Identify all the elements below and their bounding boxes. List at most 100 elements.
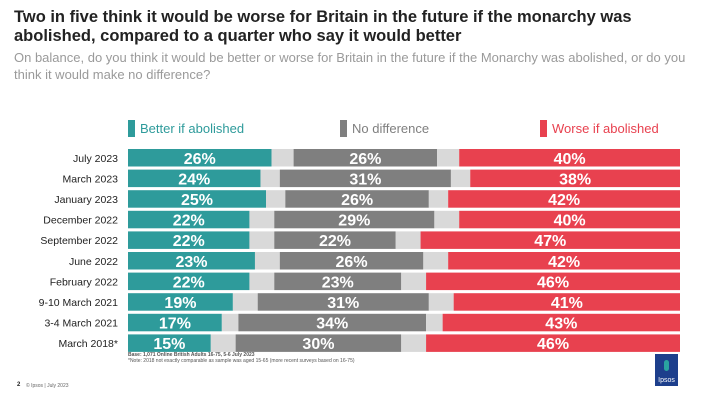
data-label: 29% <box>338 213 370 230</box>
bar-segment-better <box>128 149 272 167</box>
data-label: 19% <box>164 295 196 312</box>
legend-item-better: Better if abolished <box>128 119 244 137</box>
bar-segment-remainder <box>423 252 449 270</box>
bar-segment-worse <box>420 231 680 249</box>
sample-note: *Note: 2018 not exactly comparable as sa… <box>128 358 355 364</box>
bar-segment-no-difference <box>274 210 435 229</box>
bar-segment-worse <box>459 210 680 229</box>
data-label: 31% <box>327 295 359 312</box>
page-number: 2 <box>17 382 21 388</box>
bar-segment-no-difference <box>279 169 451 188</box>
bar-segment-remainder <box>260 169 280 188</box>
legend-item-no-difference: No difference <box>340 119 429 137</box>
data-label: 15% <box>153 336 185 353</box>
bar-segment-better <box>128 334 211 352</box>
bar-segment-remainder <box>254 252 280 270</box>
bar-segment-better <box>128 252 255 270</box>
bar-segment-remainder <box>232 293 258 311</box>
legend-swatch <box>540 119 547 137</box>
bar-segment-no-difference <box>238 313 427 332</box>
bar-segment-worse <box>426 272 680 291</box>
bar-segment-remainder <box>401 334 427 352</box>
category-label: June 2022 <box>69 256 118 268</box>
data-label: 24% <box>178 171 210 188</box>
bar-segment-remainder <box>271 149 294 167</box>
data-label: 40% <box>554 151 586 168</box>
bar-segment-better <box>128 231 250 249</box>
data-label: 22% <box>173 213 205 230</box>
data-label: 46% <box>537 274 569 291</box>
data-label: 22% <box>173 274 205 291</box>
bar-segment-remainder <box>401 272 427 291</box>
bar-segment-remainder <box>450 169 471 188</box>
bar-segment-remainder <box>249 272 275 291</box>
category-label: 9-10 March 2021 <box>39 297 119 309</box>
copyright: © Ipsos | July 2023 <box>26 383 69 389</box>
data-label: 43% <box>545 316 577 333</box>
legend-swatch <box>340 119 347 137</box>
bar-segment-better <box>128 293 233 311</box>
bar-segment-remainder <box>210 334 236 352</box>
bar-segment-better <box>128 313 222 332</box>
bar-segment-worse <box>442 313 680 332</box>
data-label: 23% <box>175 254 207 271</box>
bar-segment-better <box>128 272 250 291</box>
category-label: September 2022 <box>40 235 118 247</box>
ipsos-logo: Ipsos <box>655 354 678 386</box>
base-note: Base: 1,071 Online British Adults 16-75,… <box>128 352 255 358</box>
data-label: 30% <box>302 336 334 353</box>
bar-segment-remainder <box>221 313 239 332</box>
category-label: January 2023 <box>54 194 118 206</box>
bar-segment-better <box>128 210 250 229</box>
data-label: 26% <box>336 254 368 271</box>
bar-segment-better <box>128 169 261 188</box>
bar-segment-better <box>128 190 266 208</box>
data-label: 42% <box>548 192 580 209</box>
bar-segment-remainder <box>434 210 460 229</box>
data-label: 22% <box>319 233 351 250</box>
data-label: 22% <box>173 233 205 250</box>
bar-segment-no-difference <box>293 149 438 167</box>
bar-segment-remainder <box>249 231 275 249</box>
category-label: February 2022 <box>50 276 118 288</box>
legend-item-worse: Worse if abolished <box>540 119 659 137</box>
category-label: March 2023 <box>63 173 119 185</box>
bar-segment-worse <box>448 190 680 208</box>
bar-segment-worse <box>448 252 680 270</box>
data-label: 23% <box>322 274 354 291</box>
bar-segment-worse <box>459 149 680 167</box>
data-label: 46% <box>537 336 569 353</box>
legend-swatch <box>128 119 135 137</box>
bar-segment-no-difference <box>274 231 396 249</box>
bar-segment-no-difference <box>279 252 424 270</box>
legend-label: Worse if abolished <box>552 120 659 136</box>
data-label: 34% <box>316 316 348 333</box>
category-label: March 2018* <box>58 338 118 350</box>
bar-segment-worse <box>470 169 680 188</box>
data-label: 26% <box>341 192 373 209</box>
data-label: 41% <box>551 295 583 312</box>
data-label: 26% <box>349 151 381 168</box>
category-label: December 2022 <box>43 215 118 227</box>
data-label: 17% <box>159 316 191 333</box>
footnote: Base: 1,071 Online British Adults 16-75,… <box>128 352 355 364</box>
bar-segment-remainder <box>428 293 454 311</box>
bar-segment-no-difference <box>257 293 429 311</box>
bar-segment-worse <box>426 334 680 352</box>
bar-segment-remainder <box>249 210 275 229</box>
data-label: 47% <box>534 233 566 250</box>
legend-label: No difference <box>352 120 430 136</box>
bar-segment-no-difference <box>274 272 402 291</box>
chart-subtitle: On balance, do you think it would be bet… <box>14 50 686 82</box>
bar-segment-remainder <box>426 313 443 332</box>
data-label: 31% <box>349 171 381 188</box>
data-label: 25% <box>181 192 213 209</box>
data-label: 26% <box>184 151 216 168</box>
bar-segment-remainder <box>266 190 286 208</box>
bar-segment-no-difference <box>235 334 402 352</box>
data-label: 40% <box>554 213 586 230</box>
category-label: 3-4 March 2021 <box>44 318 118 330</box>
legend-label: Better if abolished <box>140 120 245 136</box>
chart-title: Two in five think it would be worse for … <box>14 8 632 45</box>
